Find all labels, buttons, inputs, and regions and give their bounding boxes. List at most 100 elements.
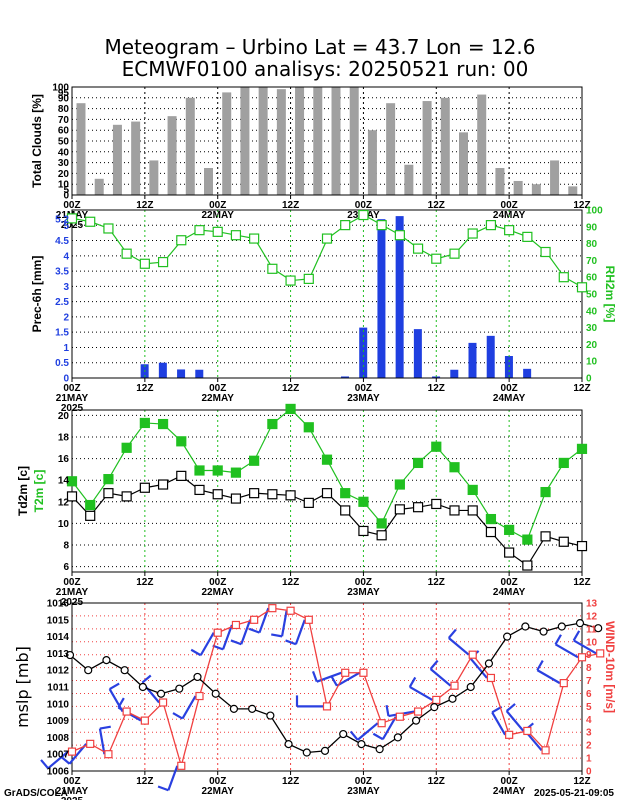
title-line-1: Meteogram – Urbino Lat = 43.7 Lon = 12.6	[104, 35, 535, 59]
wind-point	[577, 653, 587, 662]
footer-left: GrADS/COLA	[4, 788, 68, 799]
td2m-point	[176, 470, 187, 481]
wind-barb	[199, 632, 215, 656]
x-date-label: 23MAY	[347, 393, 380, 404]
rh-point	[558, 272, 569, 283]
cloud-bar	[568, 186, 578, 195]
td2m-point	[376, 530, 387, 541]
rh-point	[303, 273, 314, 284]
mslp-point	[448, 694, 457, 703]
td2m-point	[467, 505, 478, 516]
mslp-point	[156, 689, 166, 698]
y-right-tick-label: 40	[586, 306, 598, 317]
wind-barb-flag	[311, 670, 318, 683]
mslp-point	[575, 619, 585, 628]
mslp-point	[320, 746, 330, 755]
mslp-point	[557, 622, 566, 631]
wind-barb	[280, 610, 288, 637]
wind-barb-flag	[40, 759, 49, 770]
wind-point	[322, 702, 332, 711]
wind-barb	[167, 765, 179, 791]
footer-right: 2025-05-21-09:05	[534, 788, 614, 799]
y-tick-label: 1013	[47, 649, 70, 660]
wind-barb	[181, 695, 197, 720]
x-date-label: 21MAY	[56, 587, 89, 598]
rh-point	[267, 263, 278, 274]
title-line-2: ECMWF0100 analisys: 20250521 run: 00	[122, 57, 529, 81]
rh-point	[249, 233, 260, 244]
precip-bar	[504, 356, 513, 378]
td2m-point	[522, 560, 533, 571]
mslp-point	[175, 684, 184, 693]
wind-point	[505, 730, 514, 739]
mslp-point	[375, 745, 384, 754]
td2m-point	[230, 493, 242, 504]
y-right-tick-label: 7	[586, 676, 592, 687]
y-right-tick-label: 10	[586, 637, 598, 648]
td2m-point	[303, 497, 314, 508]
x-tick-label: 00Z	[355, 776, 372, 787]
cloud-bar	[204, 168, 213, 195]
rh-point	[576, 282, 588, 293]
x-year-label: 2025	[61, 796, 84, 800]
y-tick-label: 4.5	[55, 236, 69, 247]
y-tick-label: 0.5	[55, 358, 69, 369]
y-right-tick-label: 10	[586, 357, 598, 368]
y-right-tick-label: 1	[586, 754, 592, 765]
td2m-point	[321, 488, 333, 499]
wind-barb	[573, 639, 597, 655]
rh-point	[230, 230, 242, 241]
x-tick-label: 12Z	[428, 577, 445, 588]
wind-point	[486, 673, 496, 683]
wind-line	[71, 607, 601, 769]
wind-point	[395, 712, 404, 721]
y-tick-label: 20	[58, 411, 70, 422]
cloud-bar	[513, 180, 523, 195]
panel-frame	[71, 409, 583, 573]
cloud-bar	[112, 124, 122, 195]
wind-barb-flag	[271, 633, 283, 638]
t2m-point	[103, 474, 114, 485]
td2m-point	[431, 498, 442, 510]
x-date-label: 23MAY	[347, 587, 380, 598]
rh-point	[194, 225, 205, 236]
cloud-bar	[331, 87, 341, 195]
y-tick-label: 1	[63, 343, 69, 354]
y-tick-label: 2	[63, 312, 69, 323]
rh-point	[85, 216, 96, 227]
mslp-point	[466, 682, 475, 692]
wind-point	[122, 707, 131, 716]
x-tick-label: 00Z	[355, 200, 372, 211]
td2m-point	[249, 488, 260, 499]
y-axis-label: mslp [mb]	[13, 646, 32, 728]
y-right-tick-label: 4	[586, 715, 592, 726]
y-right-tick-label: 3	[586, 728, 592, 739]
wind-point	[86, 739, 95, 748]
wind-point	[450, 681, 459, 690]
panel-frame	[71, 209, 583, 379]
wind-point	[559, 679, 568, 688]
precip-bar	[177, 369, 186, 378]
y-tick-label: 2.5	[55, 297, 69, 308]
td2m-point	[558, 536, 569, 547]
y-tick-label: 8	[63, 541, 69, 552]
cloud-bar	[295, 87, 305, 195]
y-tick-label: 1006	[47, 767, 70, 778]
pressure-wind-panel: 00Z 12Z 00Z 12Z 00Z 12Z 00Z 12Z 21MAY 22MAY 23MAY 2…	[13, 599, 617, 800]
y-right-tick-label: 50	[586, 290, 598, 301]
mslp-point	[284, 740, 293, 749]
x-tick-label: 12Z	[136, 577, 153, 588]
cloud-bar	[440, 97, 450, 195]
t2m-point	[176, 436, 187, 447]
rh-point	[285, 275, 296, 286]
y-right-tick-label: 0	[586, 767, 592, 778]
td2m-point	[394, 504, 405, 515]
y-right-tick-label: 60	[586, 273, 598, 284]
y-tick-label: 1010	[47, 699, 70, 710]
wind-barb-flag	[349, 730, 359, 741]
wind-point	[67, 747, 77, 756]
rh-point	[449, 248, 460, 259]
temperature-panel: 00Z 12Z 00Z 12Z 00Z 12Z 00Z 12Z 21MAY 22MAY 23MAY 2…	[16, 403, 591, 608]
panel-frame	[71, 602, 583, 772]
